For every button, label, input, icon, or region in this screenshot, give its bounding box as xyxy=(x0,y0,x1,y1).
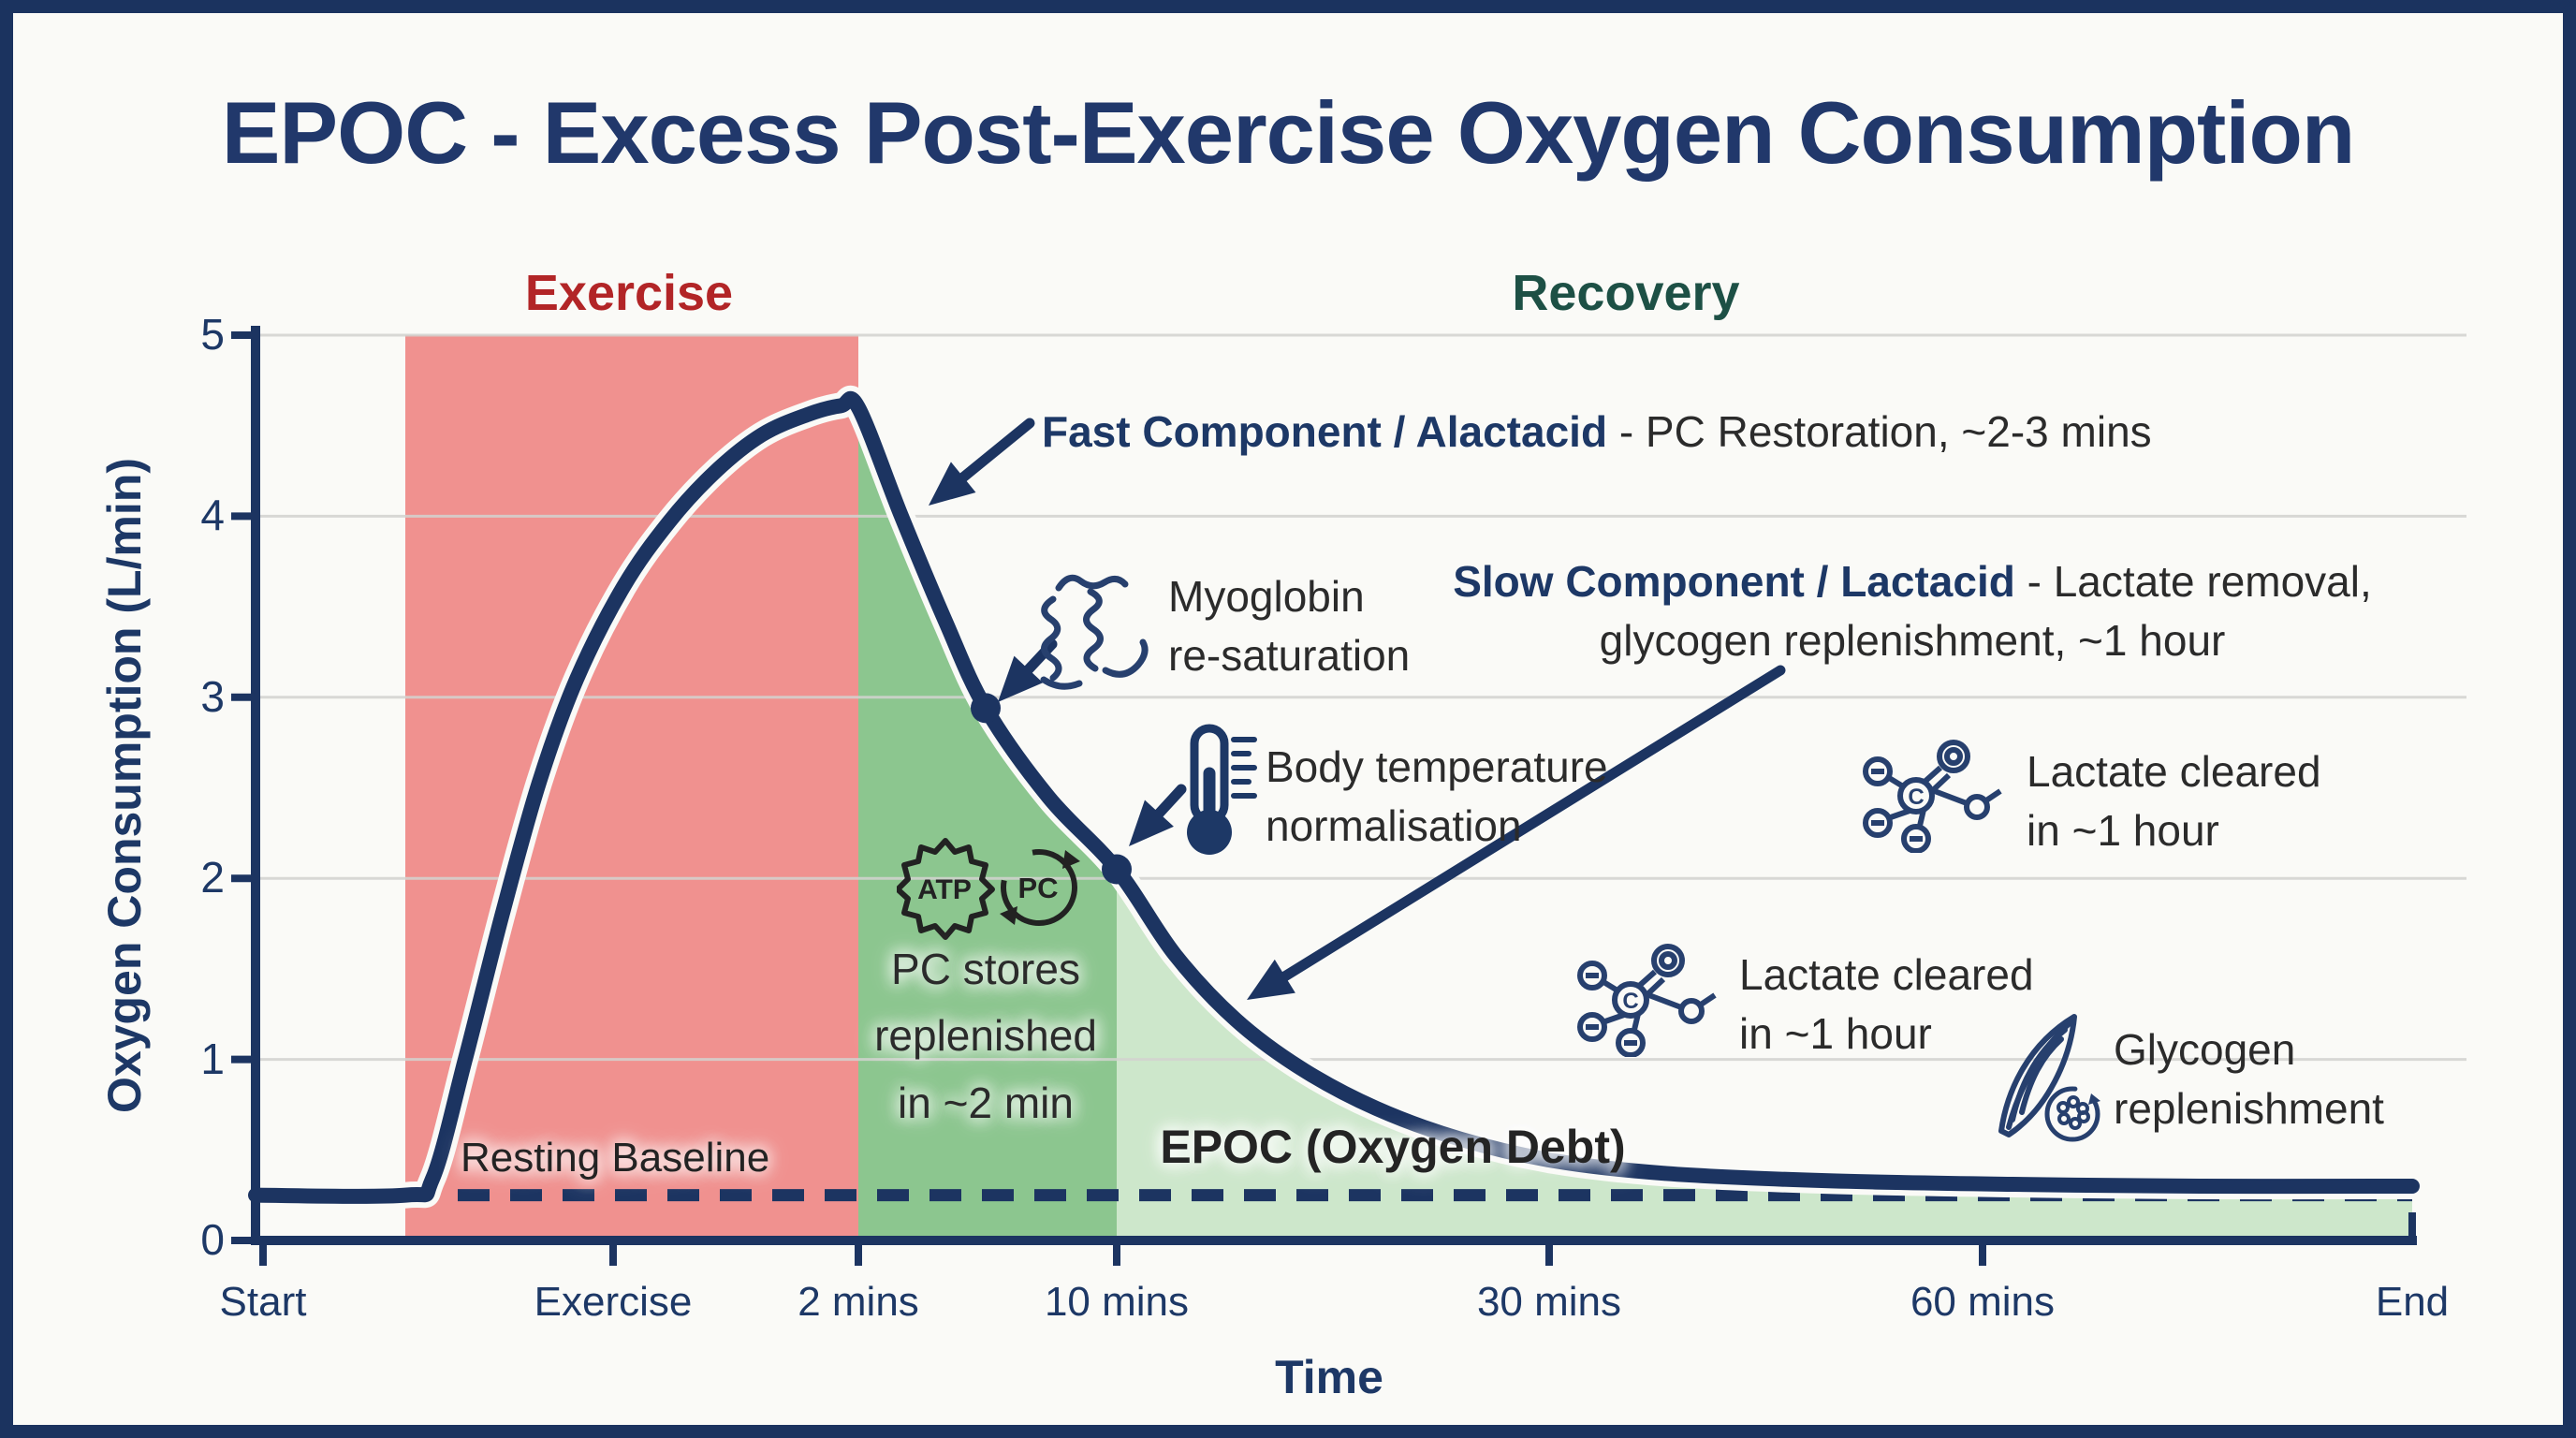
svg-text:C: C xyxy=(1908,785,1924,810)
atp-pc-cycle-icon: ATP PC xyxy=(897,837,1093,940)
x-tick-label: Exercise xyxy=(534,1279,693,1325)
slow-epoc-area xyxy=(1117,869,2412,1240)
curve-marker-dot xyxy=(1102,854,1132,885)
x-tick-label: 30 mins xyxy=(1476,1279,1622,1325)
recovery-phase-label: Recovery xyxy=(1512,265,1740,321)
glycogen-annotation: Glycogen replenishment xyxy=(2114,1025,2384,1134)
annotation-arrowhead xyxy=(998,655,1044,702)
y-tick-label: 1 xyxy=(200,1034,225,1083)
fast-component-bold: Fast Component / Alactacid xyxy=(1042,407,1608,456)
myoglobin-protein-icon xyxy=(1016,558,1161,712)
y-tick-label: 0 xyxy=(200,1215,225,1264)
x-tick-label: 60 mins xyxy=(1910,1279,2056,1325)
x-tick-label: 2 mins xyxy=(798,1279,919,1325)
body-temperature-annotation: Body temperature normalisation xyxy=(1266,742,1608,851)
lactate-cleared-annotation-2: Lactate cleared in ~1 hour xyxy=(1739,950,2034,1059)
resting-baseline-label: Resting Baseline xyxy=(461,1135,770,1181)
lactate-molecule-icon-1: C xyxy=(1858,726,2012,853)
slow-component-line2: glycogen replenishment, ~1 hour xyxy=(1599,616,2226,666)
y-tick-label: 3 xyxy=(200,671,225,721)
svg-text:C: C xyxy=(1622,989,1638,1014)
thermometer-icon xyxy=(1168,723,1257,858)
slow-component-annotation: Slow Component / Lactacid - Lactate remo… xyxy=(1374,552,2451,671)
annotation-arrow xyxy=(1275,665,1786,985)
y-tick-label: 2 xyxy=(200,853,225,902)
annotation-arrowhead xyxy=(1129,800,1174,846)
curve-marker-dot xyxy=(971,693,1001,724)
lactate-cleared-annotation-1: Lactate cleared in ~1 hour xyxy=(2027,747,2321,856)
fast-epoc-area xyxy=(858,407,1117,1240)
annotation-arrowhead xyxy=(1247,959,1295,1000)
x-axis-title: Time xyxy=(1275,1351,1383,1403)
slow-component-rest: - Lactate removal, xyxy=(2014,557,2372,606)
slow-component-bold: Slow Component / Lactacid xyxy=(1453,557,2015,606)
glycogen-muscle-icon xyxy=(1986,1009,2113,1145)
annotation-arrowhead xyxy=(929,462,976,506)
annotation-arrow xyxy=(954,418,1035,486)
oxygen-consumption-curve xyxy=(248,390,2420,1204)
pc-stores-annotation: PC stores replenished in ~2 min xyxy=(874,945,1097,1127)
atp-badge-label: ATP xyxy=(917,874,972,905)
y-tick-label: 5 xyxy=(200,310,225,359)
fast-component-rest: - PC Restoration, ~2-3 mins xyxy=(1607,407,2152,456)
exercise-band xyxy=(405,335,858,1240)
myoglobin-annotation: Myoglobin re-saturation xyxy=(1168,572,1411,681)
x-tick-label: 10 mins xyxy=(1044,1279,1190,1325)
annotation-arrow xyxy=(1019,638,1058,679)
epoc-oxygen-debt-label: EPOC (Oxygen Debt) xyxy=(1160,1121,1626,1173)
fast-component-annotation: Fast Component / Alactacid - PC Restorat… xyxy=(1042,403,2152,462)
y-tick-label: 4 xyxy=(200,491,225,540)
exercise-phase-label: Exercise xyxy=(524,265,734,321)
lactate-molecule-icon-2: C xyxy=(1573,931,1727,1057)
x-tick-label: Start xyxy=(219,1279,307,1325)
page-title: EPOC - Excess Post-Exercise Oxygen Consu… xyxy=(221,83,2356,182)
x-tick-label: End xyxy=(2375,1279,2450,1325)
annotation-arrow xyxy=(1149,784,1187,823)
pc-badge-label: PC xyxy=(1017,872,1058,904)
